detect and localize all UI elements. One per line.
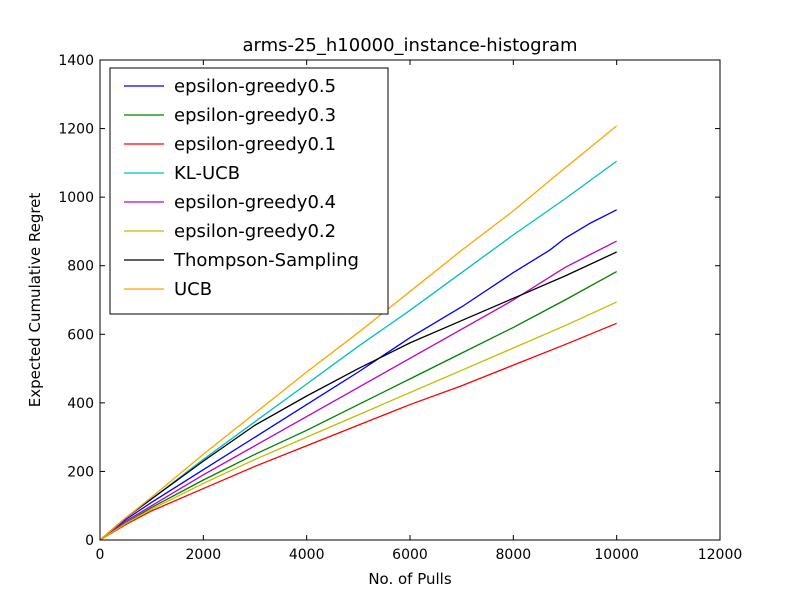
series-line-7 (99, 125, 618, 541)
x-tick-label: 0 (96, 547, 105, 563)
x-tick-label: 2000 (186, 547, 222, 563)
x-tick-label: 12000 (698, 547, 743, 563)
y-axis-title: Expected Cumulative Regret (26, 193, 44, 408)
legend-box (109, 67, 389, 315)
y-tick-label: 600 (67, 327, 94, 343)
y-tick-label: 200 (67, 464, 94, 480)
plot-lines (99, 125, 618, 541)
x-tick-label: 4000 (289, 547, 325, 563)
legend-label-6: Thompson-Sampling (173, 250, 359, 271)
series-line-2 (99, 322, 617, 541)
ticks: 0 2000 4000 6000 8000 10000 12000 0 200 400 600 800… (58, 53, 742, 563)
y-tick-label: 400 (67, 396, 94, 412)
legend: epsilon-greedy0.5 epsilon-greedy0.3 epsilo… (109, 67, 389, 315)
x-tick-label: 10000 (594, 547, 639, 563)
y-tick-label: 800 (67, 259, 94, 275)
y-tick-label: 1200 (58, 122, 94, 138)
series-line-0 (99, 209, 617, 541)
series-line-1 (99, 270, 617, 541)
legend-label-3: KL-UCB (174, 163, 240, 184)
y-tick-label: 1000 (58, 190, 94, 206)
legend-label-5: epsilon-greedy0.2 (174, 221, 336, 242)
x-axis-title: No. of Pulls (368, 570, 452, 588)
x-tick-label: 8000 (496, 547, 532, 563)
y-tick-label: 1400 (58, 53, 94, 69)
x-tick-label: 6000 (392, 547, 428, 563)
legend-label-2: epsilon-greedy0.1 (174, 134, 336, 155)
legend-label-1: epsilon-greedy0.3 (174, 105, 336, 126)
legend-label-7: UCB (174, 279, 212, 300)
y-tick-label: 0 (85, 533, 94, 549)
legend-label-0: epsilon-greedy0.5 (174, 76, 336, 97)
series-line-5 (99, 301, 617, 541)
series-line-6 (99, 251, 617, 541)
legend-label-4: epsilon-greedy0.4 (174, 192, 336, 213)
chart-title: arms-25_h10000_instance-histogram (242, 35, 577, 56)
